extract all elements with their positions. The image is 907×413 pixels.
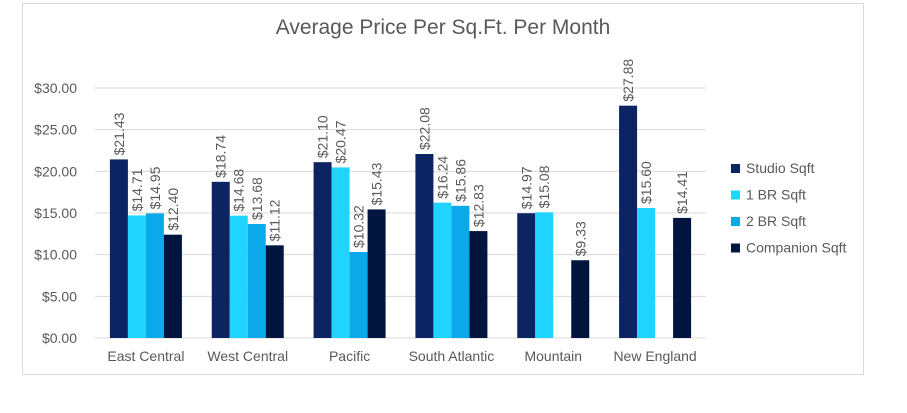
data-label: $12.40: [165, 188, 181, 231]
bar[interactable]: [469, 231, 488, 338]
y-tick-label: $25.00: [34, 122, 77, 138]
bar[interactable]: [163, 234, 182, 338]
bar[interactable]: [211, 181, 230, 338]
data-label: $20.47: [333, 120, 349, 163]
bar[interactable]: [517, 213, 536, 338]
y-tick-label: $10.00: [34, 247, 77, 263]
bar[interactable]: [637, 208, 656, 338]
legend-label: Companion Sqft: [746, 240, 847, 256]
data-label: $22.08: [416, 107, 432, 150]
bar[interactable]: [535, 212, 554, 338]
bar[interactable]: [229, 215, 248, 338]
bar[interactable]: [349, 252, 368, 338]
x-tick-label: Pacific: [329, 348, 370, 364]
data-label: $14.95: [147, 166, 163, 209]
bar[interactable]: [313, 162, 332, 338]
data-label: $21.10: [315, 115, 331, 158]
y-tick-label: $15.00: [34, 205, 77, 221]
bar[interactable]: [451, 205, 470, 338]
data-label: $14.68: [231, 169, 247, 212]
y-tick-label: $5.00: [42, 288, 77, 304]
bar[interactable]: [673, 217, 692, 338]
data-label: $15.43: [369, 162, 385, 205]
bar[interactable]: [145, 213, 164, 338]
legend-label: 2 BR Sqft: [746, 213, 806, 229]
data-label: $15.60: [638, 161, 654, 204]
bar[interactable]: [247, 224, 266, 338]
data-label: $14.97: [518, 166, 534, 209]
bar[interactable]: [265, 245, 284, 338]
data-label: $9.33: [572, 221, 588, 256]
x-tick-label: West Central: [207, 348, 288, 364]
legend-swatch: [731, 164, 740, 173]
legend-swatch: [731, 190, 740, 200]
x-tick-label: South Atlantic: [409, 348, 495, 364]
bar[interactable]: [571, 260, 590, 338]
data-label: $21.43: [111, 112, 127, 155]
data-label: $15.08: [536, 165, 552, 208]
bar[interactable]: [127, 215, 146, 338]
y-tick-label: $30.00: [34, 80, 77, 96]
chart-frame: [22, 3, 864, 375]
data-label: $14.41: [674, 171, 690, 214]
bar[interactable]: [331, 167, 350, 338]
bar[interactable]: [433, 202, 452, 338]
y-tick-label: $20.00: [34, 163, 77, 179]
data-label: $14.71: [129, 168, 145, 211]
data-label: $12.83: [470, 184, 486, 227]
bar[interactable]: [367, 209, 386, 338]
x-tick-label: Mountain: [524, 348, 582, 364]
legend-swatch: [731, 217, 740, 226]
data-label: $16.24: [434, 156, 450, 199]
data-label: $11.12: [267, 199, 283, 241]
legend-label: 1 BR Sqft: [746, 187, 806, 203]
chart-title: Average Price Per Sq.Ft. Per Month: [276, 16, 611, 39]
bar[interactable]: [415, 154, 434, 338]
bar[interactable]: [109, 159, 128, 338]
x-tick-label: New England: [613, 348, 696, 364]
y-tick-label: $0.00: [42, 330, 77, 346]
legend-swatch: [731, 243, 740, 253]
data-label: $13.68: [249, 177, 265, 220]
data-label: $18.74: [213, 135, 229, 178]
data-label: $10.32: [351, 205, 367, 248]
data-label: $15.86: [452, 159, 468, 202]
x-tick-label: East Central: [107, 348, 184, 364]
data-label: $27.88: [620, 59, 636, 102]
bar[interactable]: [619, 105, 638, 339]
legend-label: Studio Sqft: [746, 160, 815, 176]
